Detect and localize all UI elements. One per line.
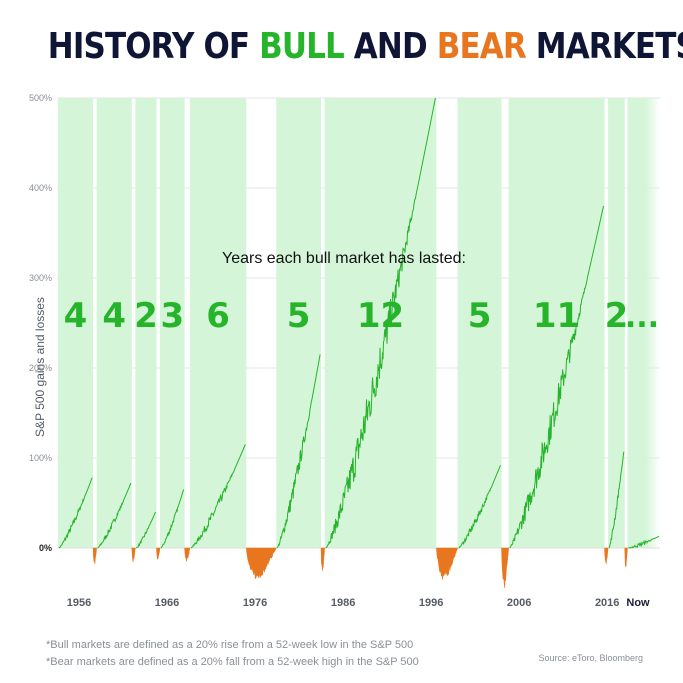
bull-band-9: [608, 98, 625, 548]
bull-years-4: 6: [206, 296, 230, 336]
y-tick-label-0: 0%: [39, 543, 52, 553]
footnote-bull: *Bull markets are defined as a 20% rise …: [46, 639, 414, 651]
title-part-1: HISTORY OF: [47, 26, 260, 67]
bear-area-8: [604, 547, 609, 565]
bull-line-0: [58, 477, 93, 549]
bull-years-7: 5: [468, 296, 492, 336]
bull-band-4: [189, 98, 247, 548]
bull-line-1: [97, 483, 132, 549]
y-axis-label: S&P 500 gains and losses: [33, 297, 47, 437]
bull-line-6: [325, 97, 436, 549]
bull-years-6: 12: [357, 296, 404, 336]
bear-area-3: [184, 547, 191, 562]
bear-area-4: [245, 547, 277, 579]
footnote-bear: *Bear markets are defined as a 20% fall …: [46, 656, 419, 668]
bull-years-heading: Years each bull market has lasted:: [222, 250, 466, 267]
footnotes: *Bull markets are defined as a 20% rise …: [46, 637, 419, 671]
bull-band-3: [159, 98, 185, 548]
bear-area-0: [92, 547, 97, 564]
bull-years-8: 11: [533, 296, 580, 336]
y-tick-label-5: 500%: [29, 93, 52, 103]
bull-line-2: [135, 511, 156, 549]
bear-area-9: [624, 547, 628, 568]
title-bull-word: BULL: [259, 26, 345, 67]
bear-area-5: [320, 547, 325, 571]
y-tick-label-3: 300%: [29, 273, 52, 283]
title-part-3: MARKETS: [525, 26, 683, 67]
title-part-2: AND: [343, 26, 437, 67]
bull-band-10: [627, 98, 660, 548]
chart-title: HISTORY OF BULL AND BEAR MARKETS: [47, 26, 683, 67]
y-tick-label-4: 400%: [29, 183, 52, 193]
y-tick-label-2: 200%: [29, 363, 52, 373]
bear-area-7: [501, 547, 509, 588]
bear-area-6: [436, 547, 458, 580]
x-tick-label-1: 1966: [155, 597, 179, 609]
bull-line-7: [458, 465, 501, 549]
x-tick-label-6: 2016: [595, 597, 619, 609]
y-tick-label-1: 100%: [29, 453, 52, 463]
bull-line-9: [608, 451, 625, 549]
x-tick-label-3: 1986: [331, 597, 355, 609]
x-tick-label-0: 1956: [67, 597, 91, 609]
bull-line-10: [628, 535, 660, 549]
x-tick-label-5: 2006: [507, 597, 531, 609]
bull-years-0: 4: [64, 296, 88, 336]
bull-band-2: [135, 98, 157, 548]
bull-years-10: ...: [625, 300, 659, 335]
x-tick-label-2: 1976: [243, 597, 267, 609]
bull-band-6: [324, 98, 437, 548]
bull-line-5: [276, 354, 321, 549]
bear-area-1: [131, 547, 136, 562]
bull-years-9: 2: [605, 296, 629, 336]
x-tick-label-7: Now: [626, 597, 650, 609]
bull-years-2: 2: [134, 296, 158, 336]
bull-line-3: [160, 489, 185, 549]
source-note: Source: eToro, Bloomberg: [538, 653, 643, 663]
bull-years-1: 4: [102, 296, 126, 336]
x-tick-label-4: 1996: [419, 597, 443, 609]
bull-years-3: 3: [160, 296, 184, 336]
bull-years-5: 5: [287, 296, 311, 336]
bear-area-2: [156, 547, 161, 560]
title-bear-word: BEAR: [436, 26, 527, 67]
bull-band-8: [508, 98, 605, 548]
bull-band-1: [96, 98, 132, 548]
bull-line-4: [190, 444, 246, 549]
bull-band-7: [457, 98, 502, 548]
bull-line-8: [509, 205, 604, 549]
bull-band-0: [57, 98, 94, 548]
